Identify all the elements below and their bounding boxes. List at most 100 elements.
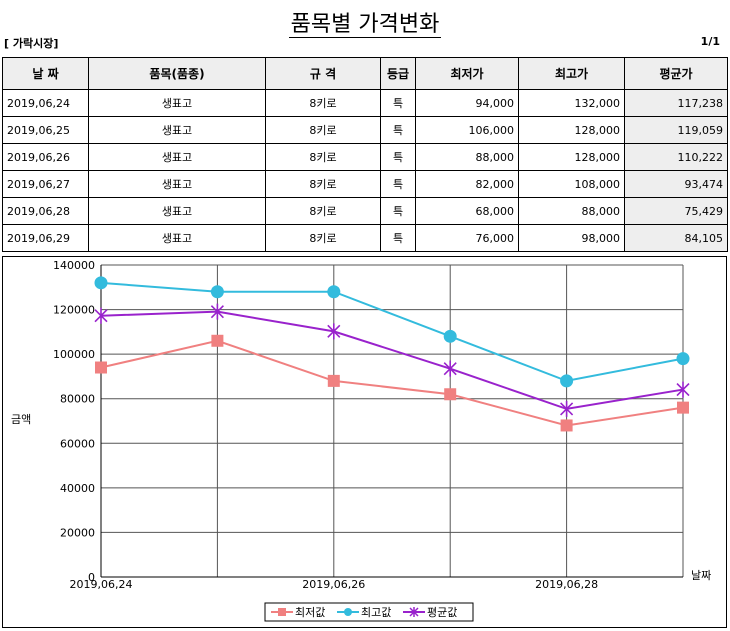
cell-spec: 8키로 [265,89,381,117]
cell-max: 128,000 [518,143,625,171]
data-point-avg [676,381,690,398]
page-indicator: 1/1 [700,35,720,48]
cell-item: 생표고 [88,89,266,117]
cell-spec: 8키로 [265,170,381,198]
y-tick-label: 140000 [53,259,95,272]
cell-date: 2019,06,27 [2,170,89,198]
col-header-date: 날 짜 [2,57,89,90]
col-header-grade: 등급 [380,57,416,90]
cell-grade: 특 [380,224,416,252]
y-tick-label: 100000 [53,348,95,361]
col-header-spec: 규 격 [265,57,381,90]
cell-max: 108,000 [518,170,625,198]
data-point-min [677,401,689,414]
cell-spec: 8키로 [265,197,381,225]
cell-item: 생표고 [88,116,266,144]
cell-min: 106,000 [415,116,519,144]
cell-max: 98,000 [518,224,625,252]
chart-container: 0 20000 40000 60000 80000 100000 120000 140000 2… [2,256,727,628]
y-tick-label: 0 [88,571,95,584]
data-point-avg [327,323,341,340]
table-row: 2019,06,24 생표고 8키로 특 94,000 132,000 117,… [2,89,728,117]
table-row: 2019,06,28 생표고 8키로 특 68,000 88,000 75,42… [2,197,728,225]
data-point-min [560,419,573,432]
cell-avg: 93,474 [624,170,728,198]
legend-label-min: 최저값 [295,606,325,619]
cell-spec: 8키로 [265,224,381,252]
data-point-avg [443,360,457,377]
x-tick-label: 2019,06,28 [535,578,598,591]
table-row: 2019,06,26 생표고 8키로 특 88,000 128,000 110,… [2,143,728,171]
col-header-avg: 평균가 [624,57,728,90]
data-point-min [95,361,107,374]
data-point-max [327,285,341,299]
cell-avg: 117,238 [624,89,728,117]
cell-item: 생표고 [88,170,266,198]
data-point-min [211,334,224,347]
y-tick-label: 120000 [53,304,95,317]
x-tick-label: 2019,06,24 [70,578,133,591]
cell-max: 128,000 [518,116,625,144]
cell-avg: 110,222 [624,143,728,171]
data-point-max [210,285,224,299]
market-label: [ 가락시장] [4,37,59,50]
cell-avg: 84,105 [624,224,728,252]
data-point-max [94,276,108,290]
cell-item: 생표고 [88,224,266,252]
cell-min: 76,000 [415,224,519,252]
data-point-avg [210,303,224,320]
cell-grade: 특 [380,116,416,144]
cell-grade: 특 [380,197,416,225]
cell-grade: 특 [380,143,416,171]
cell-min: 68,000 [415,197,519,225]
legend-marker-max [344,608,352,616]
y-tick-label: 20000 [60,526,95,539]
x-tick-label: 2019,06,26 [302,578,365,591]
price-table: 날 짜 품목(품종) 규 격 등급 최저가 최고가 평균가 2019,06,24… [2,57,728,252]
series-line-2 [100,281,684,382]
cell-max: 88,000 [518,197,625,225]
col-header-max: 최고가 [518,57,625,90]
cell-avg: 119,059 [624,116,728,144]
cell-min: 82,000 [415,170,519,198]
legend-marker-avg [409,607,419,617]
cell-date: 2019,06,28 [2,197,89,225]
y-tick-label: 60000 [60,437,95,450]
y-axis-label: 금액 [11,413,31,426]
data-point-min [327,374,340,387]
cell-date: 2019,06,24 [2,89,89,117]
data-point-avg [560,400,574,417]
cell-date: 2019,06,26 [2,143,89,171]
report-title-text: 품목별 가격변화 [288,12,442,38]
legend-marker-min [278,608,286,616]
table-row: 2019,06,25 생표고 8키로 특 106,000 128,000 119… [2,116,728,144]
cell-item: 생표고 [88,143,266,171]
price-chart: 0 20000 40000 60000 80000 100000 120000 140000 2… [11,259,711,622]
x-axis-label: 날짜 [691,569,711,582]
table-header-row: 날 짜 품목(품종) 규 격 등급 최저가 최고가 평균가 [2,57,728,90]
data-point-avg [94,307,108,324]
legend-label-max: 최고값 [361,606,391,619]
data-point-max [443,329,457,343]
cell-date: 2019,06,29 [2,224,89,252]
series-line-1 [100,339,684,427]
cell-grade: 특 [380,170,416,198]
series-layer [94,276,690,432]
series-line-3 [100,310,684,410]
cell-grade: 특 [380,89,416,117]
table-row: 2019,06,27 생표고 8키로 특 82,000 108,000 93,4… [2,170,728,198]
legend-frame [264,602,474,622]
col-header-min: 최저가 [415,57,519,90]
cell-spec: 8키로 [265,143,381,171]
data-point-max [676,352,690,366]
cell-date: 2019,06,25 [2,116,89,144]
cell-min: 88,000 [415,143,519,171]
cell-min: 94,000 [415,89,519,117]
y-tick-label: 40000 [60,482,95,495]
data-point-min [444,388,457,401]
col-header-item: 품목(품종) [88,57,266,90]
data-point-max [560,374,574,388]
report-title: 품목별 가격변화 [0,6,730,38]
y-tick-label: 80000 [60,393,95,406]
cell-spec: 8키로 [265,116,381,144]
